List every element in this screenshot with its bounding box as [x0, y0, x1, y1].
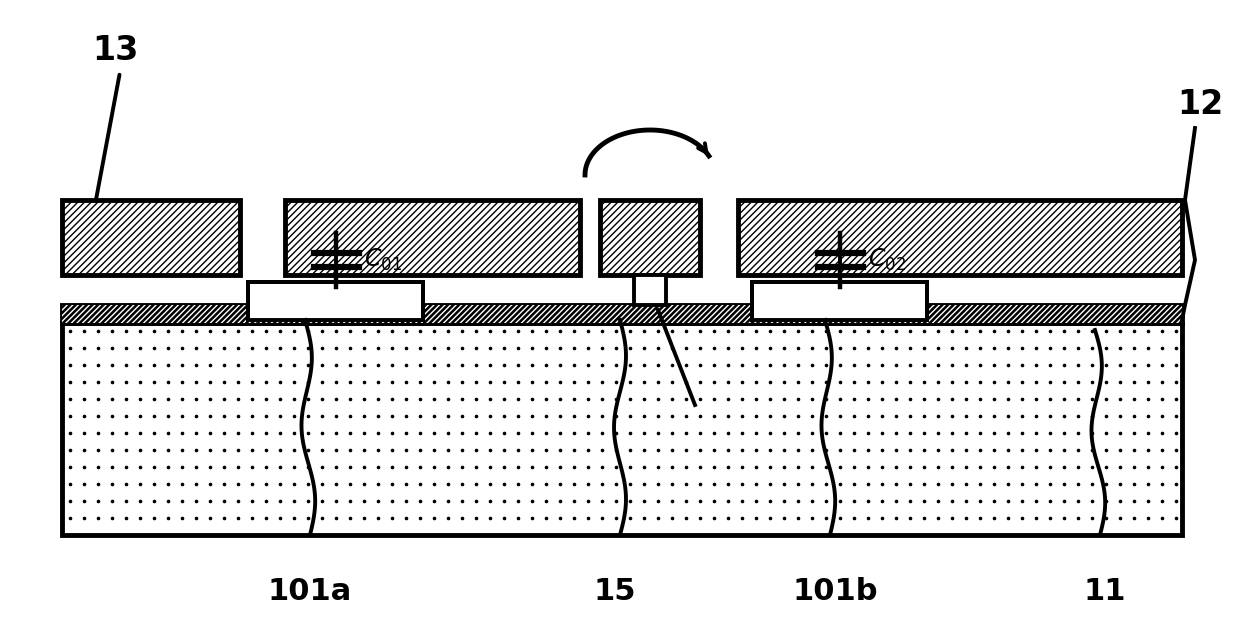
Bar [62, 323, 1182, 535]
Bar [600, 200, 701, 275]
Bar [62, 200, 241, 275]
Text: 13: 13 [92, 33, 138, 67]
Text: 15: 15 [594, 577, 636, 606]
Text: $C_{02}$: $C_{02}$ [868, 247, 906, 273]
Text: 101a: 101a [268, 577, 352, 606]
Text: 101b: 101b [792, 577, 878, 606]
Bar [285, 200, 580, 275]
Text: 12: 12 [1177, 89, 1223, 121]
Text: 11: 11 [1084, 577, 1126, 606]
Bar [634, 275, 666, 305]
Bar [62, 305, 1182, 323]
Text: $C_{01}$: $C_{01}$ [365, 247, 402, 273]
Bar [248, 282, 423, 320]
Bar [751, 282, 928, 320]
Bar [62, 305, 1182, 323]
Bar [738, 200, 1182, 275]
